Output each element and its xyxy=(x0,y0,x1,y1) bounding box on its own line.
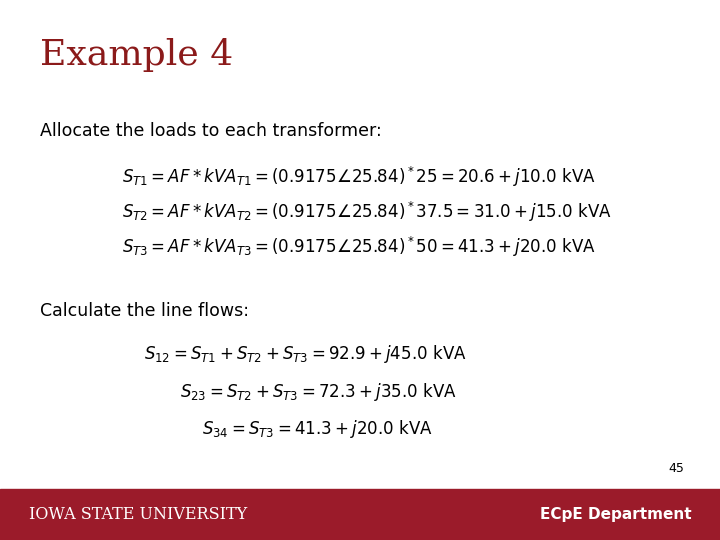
Text: 45: 45 xyxy=(668,462,684,475)
Text: $S_{34} = S_{T3} = 41.3 + j20.0\ \mathrm{kVA}$: $S_{34} = S_{T3} = 41.3 + j20.0\ \mathrm… xyxy=(202,418,433,441)
Text: $S_{T3} = AF * kVA_{T3} = (0.9175\angle 25.84)^*50=41.3+j20.0\ \mathrm{kVA}$: $S_{T3} = AF * kVA_{T3} = (0.9175\angle … xyxy=(122,235,596,259)
Text: IOWA STATE UNIVERSITY: IOWA STATE UNIVERSITY xyxy=(29,506,247,523)
Text: $S_{T1} = AF * kVA_{T1} = (0.9175\angle 25.84)^*25=20.6+j10.0\ \mathrm{kVA}$: $S_{T1} = AF * kVA_{T1} = (0.9175\angle … xyxy=(122,165,596,189)
Bar xyxy=(0,489,720,540)
Text: Allocate the loads to each transformer:: Allocate the loads to each transformer: xyxy=(40,122,382,139)
Text: Calculate the line flows:: Calculate the line flows: xyxy=(40,302,248,320)
Text: $S_{T2} = AF * kVA_{T2} = (0.9175\angle 25.84)^*37.5=31.0+j15.0\ \mathrm{kVA}$: $S_{T2} = AF * kVA_{T2} = (0.9175\angle … xyxy=(122,200,612,224)
Text: $S_{23} = S_{T2} + S_{T3} = 72.3 + j35.0\ \mathrm{kVA}$: $S_{23} = S_{T2} + S_{T3} = 72.3 + j35.0… xyxy=(180,381,457,403)
Text: Example 4: Example 4 xyxy=(40,38,233,72)
Text: $S_{12} = S_{T1} + S_{T2} + S_{T3} = 92.9 + j45.0\ \mathrm{kVA}$: $S_{12} = S_{T1} + S_{T2} + S_{T3} = 92.… xyxy=(144,343,467,365)
Text: ECpE Department: ECpE Department xyxy=(539,507,691,522)
